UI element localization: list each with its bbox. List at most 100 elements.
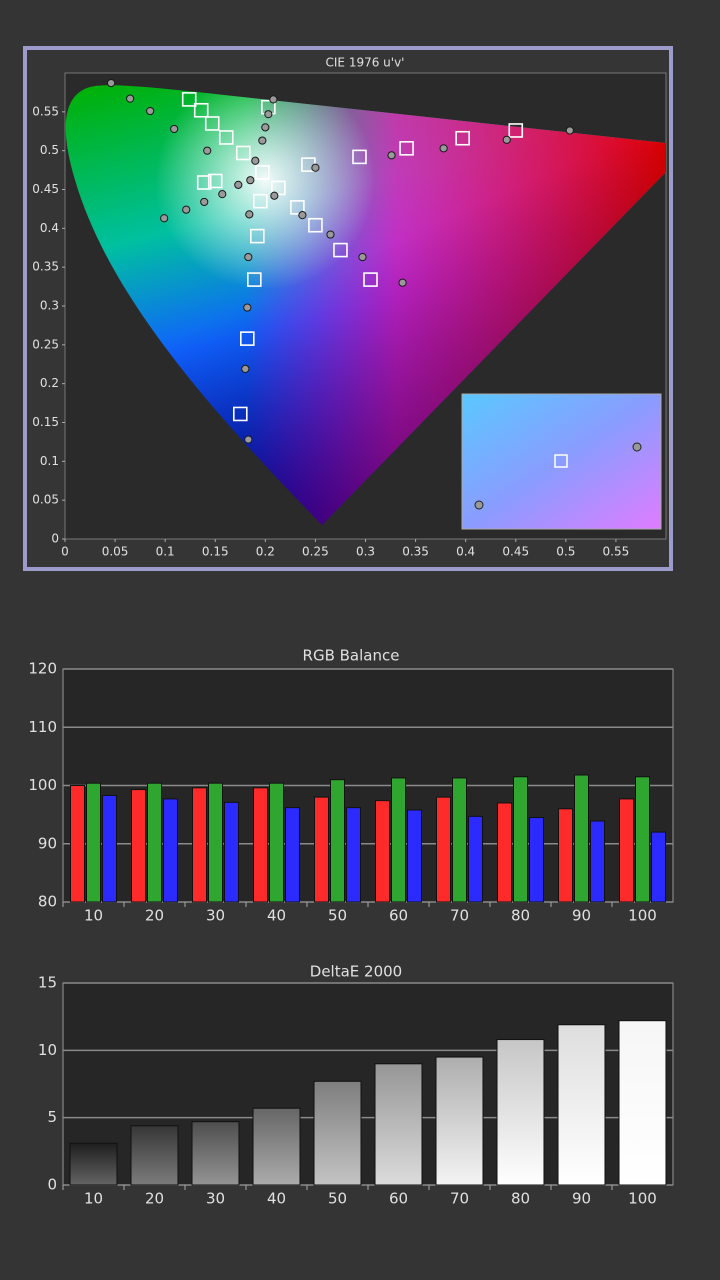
target-marker	[207, 173, 223, 189]
bar	[529, 817, 544, 903]
bar	[285, 807, 300, 903]
y-tick-label: 10	[38, 1041, 57, 1059]
target-marker	[240, 331, 255, 346]
y-tick-label: 0.5	[40, 143, 59, 157]
target-marker	[247, 272, 262, 287]
bar	[147, 782, 162, 903]
target-marker	[193, 102, 209, 118]
x-tick-label: 0.55	[603, 545, 630, 559]
y-tick-label: 110	[28, 718, 57, 736]
y-tick-label: 0	[51, 532, 59, 546]
x-tick-label: 30	[206, 907, 225, 925]
zoom-inset	[461, 393, 662, 530]
y-tick-label: 15	[38, 974, 57, 992]
bar	[253, 787, 268, 903]
y-tick-label: 0.4	[40, 221, 59, 235]
bar	[102, 794, 117, 903]
target-marker	[333, 242, 348, 258]
measured-marker	[261, 123, 270, 132]
target-marker	[232, 406, 248, 422]
bar	[435, 1056, 484, 1186]
bar	[314, 796, 329, 903]
measured-marker	[398, 278, 407, 287]
bar	[346, 807, 361, 903]
bar	[468, 815, 483, 903]
x-tick-label: 0.45	[502, 545, 529, 559]
target-marker	[235, 145, 251, 161]
chart-title: CIE 1976 u'v'	[326, 56, 405, 70]
x-tick-label: 10	[84, 907, 103, 925]
y-tick-label: 0.35	[32, 260, 59, 274]
measured-marker	[182, 205, 191, 214]
bar	[496, 1039, 545, 1186]
measured-marker	[246, 176, 255, 185]
x-tick-label: 50	[328, 907, 347, 925]
bar	[651, 831, 666, 903]
bar	[330, 779, 345, 903]
measured-marker	[387, 151, 396, 160]
target-marker	[271, 180, 286, 196]
bar	[374, 1063, 423, 1186]
y-tick-label: 0.25	[32, 337, 59, 351]
x-tick-label: 50	[328, 1190, 347, 1208]
target-marker	[399, 141, 414, 156]
y-tick-label: 0.2	[40, 376, 59, 390]
x-tick-label: 70	[450, 907, 469, 925]
y-tick-label: 0.55	[32, 104, 59, 118]
measured-marker	[565, 126, 574, 135]
measured-marker	[200, 197, 209, 207]
bar	[590, 820, 605, 903]
target-marker	[196, 175, 212, 190]
bar	[163, 798, 178, 903]
measured-marker	[298, 211, 307, 220]
bar	[224, 801, 239, 903]
target-marker	[308, 217, 323, 233]
measured-marker	[244, 252, 253, 262]
y-tick-label: 120	[28, 660, 57, 678]
x-tick-label: 0.15	[202, 545, 229, 559]
target-marker	[508, 123, 524, 138]
measured-marker	[244, 435, 253, 444]
target-marker	[204, 116, 220, 131]
y-tick-label: 0.1	[40, 454, 59, 468]
bar	[452, 777, 467, 903]
bar	[208, 782, 223, 903]
x-tick-label: 80	[511, 1190, 530, 1208]
bar	[574, 774, 589, 903]
measured-marker	[241, 364, 250, 374]
target-marker	[290, 200, 305, 215]
measured-marker	[264, 110, 273, 119]
measured-marker	[146, 106, 155, 116]
bar	[130, 1125, 179, 1186]
bar	[497, 802, 512, 903]
measured-marker	[311, 163, 320, 172]
x-tick-label: 0.5	[556, 545, 575, 559]
x-tick-label: 0.25	[302, 545, 329, 559]
bar	[375, 800, 390, 903]
x-tick-label: 0.35	[402, 545, 429, 559]
bar	[635, 776, 650, 903]
chart-title: RGB Balance	[303, 647, 400, 665]
x-tick-label: 20	[145, 1190, 164, 1208]
x-tick-label: 30	[206, 1190, 225, 1208]
bar	[558, 808, 573, 903]
measured-marker	[218, 190, 227, 199]
y-tick-label: 5	[47, 1108, 57, 1126]
x-tick-label: 10	[84, 1190, 103, 1208]
x-tick-label: 100	[628, 1190, 657, 1208]
measured-marker	[358, 252, 367, 262]
bar	[269, 782, 284, 903]
chart-title: DeltaE 2000	[310, 963, 402, 981]
bar	[192, 787, 207, 903]
measured-marker	[170, 124, 179, 134]
x-tick-label: 80	[511, 907, 530, 925]
y-tick-label: 90	[38, 834, 57, 852]
bar	[436, 796, 451, 903]
measured-marker	[234, 180, 243, 189]
x-tick-label: 60	[389, 907, 408, 925]
x-tick-label: 40	[267, 907, 286, 925]
measured-marker	[270, 191, 279, 200]
y-tick-label: 0.45	[32, 182, 59, 196]
